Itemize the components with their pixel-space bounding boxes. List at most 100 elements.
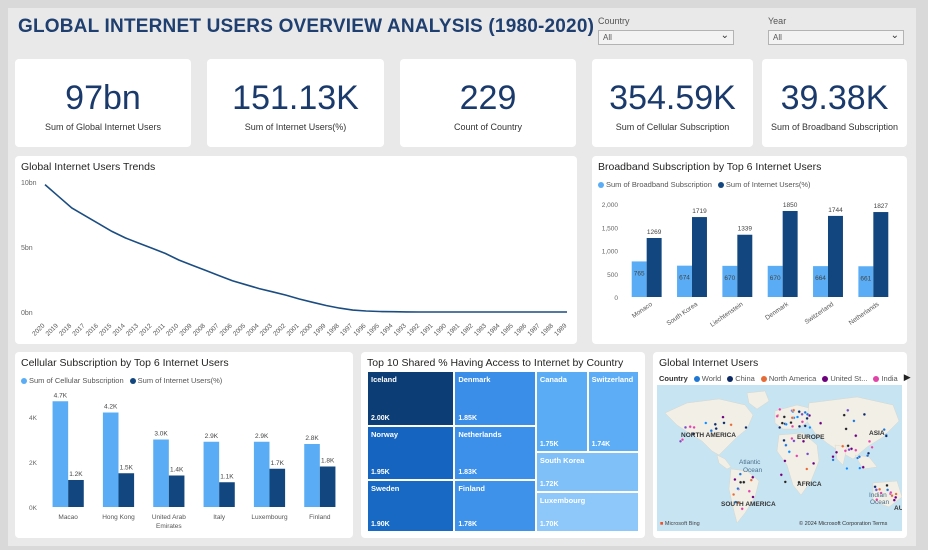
bar-primary[interactable] (677, 265, 692, 297)
country-marker[interactable] (805, 412, 810, 416)
treemap-tile[interactable]: South Korea 1.72K (535, 452, 639, 493)
kpi-card-global-users[interactable]: 97bn Sum of Global Internet Users (15, 59, 191, 147)
country-marker[interactable] (692, 425, 696, 429)
bar-secondary[interactable] (219, 482, 235, 507)
bar-secondary[interactable] (646, 237, 662, 297)
country-marker[interactable] (797, 424, 802, 428)
bar-secondary[interactable] (319, 466, 336, 508)
country-marker[interactable] (790, 436, 794, 441)
bar-primary[interactable] (722, 265, 738, 297)
broadband-chart-card[interactable]: Broadband Subscription by Top 6 Internet… (592, 156, 907, 344)
country-marker[interactable] (862, 412, 866, 416)
country-marker[interactable] (734, 500, 738, 504)
country-marker[interactable] (808, 425, 812, 430)
bar-secondary[interactable] (828, 215, 843, 297)
country-marker[interactable] (709, 429, 713, 433)
country-marker[interactable] (846, 408, 850, 412)
country-marker[interactable] (713, 422, 717, 426)
legend-item[interactable]: World (693, 374, 721, 383)
country-marker[interactable] (852, 419, 856, 423)
country-marker[interactable] (831, 458, 835, 462)
treemap-tile[interactable]: Luxembourg 1.70K (535, 492, 639, 532)
country-marker[interactable] (783, 459, 787, 463)
country-marker[interactable] (790, 416, 794, 420)
cellular-chart-card[interactable]: Cellular Subscription by Top 6 Internet … (15, 352, 353, 538)
country-marker[interactable] (789, 421, 793, 425)
country-marker[interactable] (732, 492, 736, 497)
country-marker[interactable] (790, 424, 795, 428)
country-marker[interactable] (751, 495, 755, 499)
country-marker[interactable] (849, 447, 854, 451)
country-marker[interactable] (779, 473, 783, 477)
country-marker[interactable] (738, 472, 742, 476)
country-marker[interactable] (747, 489, 751, 493)
bar-primary[interactable] (813, 266, 828, 297)
legend-item[interactable]: Sum of Internet Users(%) (717, 180, 811, 189)
country-marker[interactable] (882, 428, 886, 432)
bar-primary[interactable] (153, 439, 169, 508)
kpi-card-cellular[interactable]: 354.59K Sum of Cellular Subscription (592, 59, 753, 147)
country-marker[interactable] (846, 444, 850, 448)
country-marker[interactable] (843, 449, 847, 453)
country-marker[interactable] (783, 480, 787, 484)
country-marker[interactable] (780, 421, 784, 425)
kpi-card-internet-users-pct[interactable]: 151.13K Sum of Internet Users(%) (207, 59, 384, 147)
bar-secondary[interactable] (118, 473, 135, 507)
line-chart-card[interactable]: Global Internet Users Trends 10bn 5bn 0bn 2… (15, 156, 577, 344)
country-marker[interactable] (819, 421, 823, 425)
country-marker[interactable] (841, 444, 845, 448)
legend-item[interactable]: Sum of Cellular Subscription (21, 376, 124, 385)
country-marker[interactable] (874, 488, 878, 492)
treemap-tile[interactable]: Iceland 2.00K (367, 371, 455, 427)
bar-primary[interactable] (102, 412, 119, 508)
kpi-card-broadband[interactable]: 39.38K Sum of Broadband Subscription (762, 59, 907, 147)
country-marker[interactable] (889, 490, 893, 495)
country-marker[interactable] (784, 422, 788, 426)
bar-primary[interactable] (767, 265, 783, 297)
country-marker[interactable] (805, 467, 809, 471)
country-marker[interactable] (845, 466, 849, 471)
country-marker[interactable] (812, 461, 816, 465)
country-marker[interactable] (858, 466, 862, 470)
legend-item[interactable]: United St... (822, 374, 867, 383)
country-marker[interactable] (801, 439, 806, 443)
country-marker[interactable] (680, 438, 685, 442)
bar-secondary[interactable] (68, 480, 84, 507)
country-marker[interactable] (787, 450, 791, 454)
country-marker[interactable] (688, 425, 692, 429)
legend-item[interactable]: North America (760, 374, 816, 383)
bar-secondary[interactable] (873, 212, 889, 297)
country-marker[interactable] (894, 492, 898, 496)
bar-secondary[interactable] (692, 217, 707, 297)
treemap-tile[interactable]: Denmark 1.85K (454, 371, 536, 426)
country-marker[interactable] (842, 413, 846, 417)
country-marker[interactable] (879, 491, 883, 495)
treemap-tile[interactable]: Norway 1.95K (367, 426, 455, 480)
country-marker[interactable] (782, 415, 786, 419)
country-marker[interactable] (778, 425, 782, 430)
year-dropdown[interactable]: All ⌄ (768, 30, 904, 45)
country-marker[interactable] (797, 410, 801, 414)
country-marker[interactable] (854, 434, 858, 438)
country-marker[interactable] (878, 487, 882, 491)
country-marker[interactable] (678, 439, 683, 443)
bar-primary[interactable] (631, 261, 647, 297)
country-marker[interactable] (854, 448, 858, 452)
bar-primary[interactable] (304, 444, 320, 507)
country-marker[interactable] (890, 494, 894, 498)
country-marker[interactable] (885, 483, 889, 487)
treemap-tile[interactable]: Switzerland 1.74K (587, 371, 639, 453)
bar-secondary[interactable] (168, 475, 185, 508)
bar-primary[interactable] (52, 401, 69, 507)
country-marker[interactable] (714, 427, 718, 431)
bar-secondary[interactable] (737, 234, 753, 297)
country-marker[interactable] (795, 415, 800, 419)
country-marker[interactable] (867, 439, 872, 443)
country-marker[interactable] (892, 498, 896, 502)
country-marker[interactable] (782, 438, 786, 442)
country-marker[interactable] (803, 424, 807, 428)
bar-primary[interactable] (858, 266, 874, 297)
legend-item[interactable]: Sum of Internet Users(%) (129, 376, 222, 385)
country-marker[interactable] (778, 407, 782, 411)
country-marker[interactable] (775, 414, 779, 418)
